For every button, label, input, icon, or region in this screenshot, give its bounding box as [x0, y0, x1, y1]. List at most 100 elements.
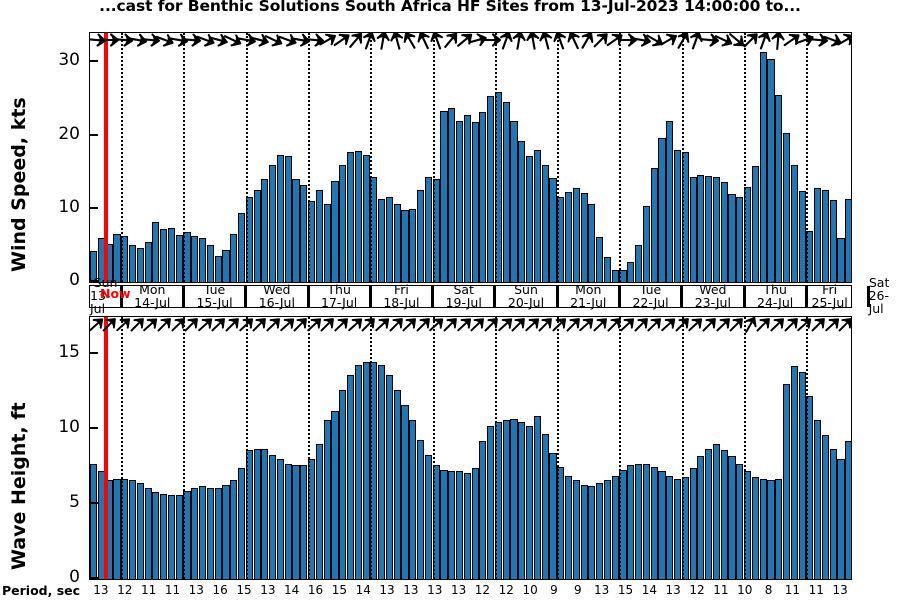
bar	[580, 192, 588, 282]
day-date: 22-Jul	[632, 294, 669, 310]
bar	[790, 164, 798, 282]
bar	[759, 52, 767, 282]
bar	[284, 463, 292, 579]
direction-arrow-icon	[332, 317, 351, 334]
period-value: 16	[307, 583, 324, 597]
day-gridline	[370, 317, 373, 579]
bar	[627, 261, 635, 282]
direction-arrow-icon	[100, 317, 119, 334]
direction-arrow-icon	[823, 317, 842, 334]
bar	[315, 189, 323, 282]
axis-tick	[89, 502, 98, 505]
direction-arrow-icon	[496, 33, 516, 50]
period-value: 15	[331, 583, 347, 597]
direction-arrow-icon	[427, 33, 447, 50]
day-date: 21-Jul	[570, 294, 607, 310]
bar	[697, 456, 705, 579]
direction-arrow-icon	[714, 33, 734, 50]
bar	[603, 480, 612, 579]
direction-arrow-icon	[550, 317, 569, 334]
direction-arrow-icon	[591, 317, 610, 334]
axis-tick	[89, 427, 98, 430]
bar	[790, 366, 798, 579]
bar	[214, 487, 222, 579]
bar	[346, 375, 355, 579]
bar	[276, 155, 285, 282]
direction-arrow-icon	[808, 33, 829, 50]
day-of-week: Thu	[327, 281, 351, 297]
bar	[728, 456, 736, 579]
day-gridline	[308, 317, 310, 579]
bar	[222, 249, 230, 282]
direction-arrow-icon	[496, 317, 515, 334]
axis-tick	[89, 280, 98, 282]
day-separator	[368, 286, 372, 307]
day-gridline	[121, 317, 124, 579]
direction-arrow-icon	[509, 317, 528, 334]
period-value: 13	[403, 583, 419, 597]
bar	[650, 167, 658, 282]
day-gridline	[744, 33, 746, 282]
bar	[206, 487, 214, 579]
direction-arrow-icon	[128, 317, 147, 334]
direction-arrow-icon	[278, 317, 297, 334]
axis-tick	[89, 352, 98, 355]
bar	[658, 471, 666, 579]
bar	[284, 156, 292, 282]
axis-tick	[89, 133, 98, 136]
day-gridline	[183, 33, 186, 282]
bar	[378, 198, 386, 282]
day-date: 19-Jul	[445, 294, 482, 310]
day-separator	[493, 286, 497, 307]
direction-arrow-icon	[536, 33, 556, 50]
bar	[775, 478, 783, 579]
day-separator	[431, 286, 435, 307]
bar	[448, 471, 456, 579]
bar	[487, 426, 495, 579]
day-of-week: Sun	[93, 275, 118, 291]
day-separator	[680, 286, 684, 307]
day-of-week: Tue	[639, 281, 662, 297]
day-axis-segment: Thu 17-Jul	[308, 281, 370, 308]
bar	[697, 175, 705, 282]
direction-arrow-icon	[304, 33, 325, 50]
bar	[214, 256, 222, 282]
bar	[712, 444, 721, 579]
day-gridline	[432, 317, 435, 579]
direction-arrow-icon	[250, 317, 269, 334]
day-gridline	[245, 317, 248, 579]
period-value: 12	[117, 583, 133, 597]
direction-arrow-icon	[659, 317, 678, 334]
direction-arrow-icon	[795, 317, 814, 334]
bar	[440, 110, 448, 282]
bar	[346, 151, 355, 282]
bar	[627, 465, 635, 579]
bar	[837, 459, 845, 579]
day-gridline	[806, 33, 809, 282]
bar	[588, 204, 596, 282]
bar	[448, 108, 456, 282]
direction-arrow-icon	[359, 317, 378, 334]
bar	[642, 205, 650, 282]
day-axis-segment: Wed 16-Jul	[246, 283, 308, 308]
direction-arrow-icon	[605, 33, 625, 50]
bar	[518, 421, 526, 579]
bar	[572, 188, 580, 282]
direction-arrow-icon	[155, 317, 174, 334]
bar	[199, 238, 207, 282]
bar	[331, 411, 339, 579]
period-value: 13	[450, 583, 467, 597]
bar	[269, 454, 277, 579]
day-axis-segment: Sat 19-Jul	[433, 283, 495, 310]
bar	[191, 487, 199, 579]
bar	[666, 120, 674, 282]
bar	[455, 471, 464, 579]
period-value: 14	[641, 583, 657, 597]
bar	[650, 466, 658, 579]
bar	[549, 178, 557, 282]
bar	[526, 426, 534, 579]
direction-arrow-icon	[359, 33, 379, 50]
bar	[541, 164, 549, 282]
bar	[292, 179, 300, 282]
now-line-wave	[104, 317, 108, 579]
